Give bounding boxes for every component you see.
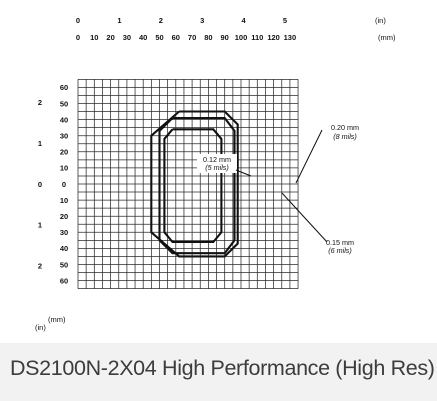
series-label-sub: (8 mils) xyxy=(333,132,357,141)
y-tick-in-label: 0 xyxy=(38,180,42,189)
y-tick-mm-label: 60 xyxy=(60,83,68,92)
x-tick-mm-label: 30 xyxy=(123,33,131,42)
x-tick-in-label: 2 xyxy=(159,16,163,25)
chart-panel: 0 1 2 3 4 5 (in) 0 10 20 30 40 50 60 70 80 90 100 110 120 13… xyxy=(0,0,437,343)
reading-diagram: 0 1 2 3 4 5 (in)0 10 20 30 40 50 60 70 80 90 100 110 120 13… xyxy=(35,16,396,332)
series-label-sub: (5 mils) xyxy=(205,163,229,172)
series-label: 0.20 mm xyxy=(331,123,359,132)
x-tick-mm-label: 10 xyxy=(90,33,98,42)
y-tick-mm-label: 0 xyxy=(62,180,66,189)
x-tick-mm-label: 130 xyxy=(284,33,297,42)
chart-title: DS2100N-2X04 High Performance (High Res) xyxy=(10,356,435,380)
x-tick-mm-label: 120 xyxy=(267,33,280,42)
series-leader-line xyxy=(281,192,328,243)
x-tick-in-label: 5 xyxy=(283,16,287,25)
x-tick-mm-label: 0 xyxy=(76,33,80,42)
series-label-background xyxy=(325,122,365,141)
series-outline-2 xyxy=(158,116,236,255)
series-label: 0.12 mm xyxy=(203,155,231,164)
y-tick-mm-label: 20 xyxy=(60,212,68,221)
y-tick-mm-label: 40 xyxy=(60,115,68,124)
x-tick-mm-label: 90 xyxy=(221,33,229,42)
series-label: 0.15 mm xyxy=(326,238,354,247)
series-outline-1 xyxy=(163,128,223,244)
x-tick-mm-label: 20 xyxy=(106,33,114,42)
y-tick-mm-label: 10 xyxy=(60,164,68,173)
series-leader-line xyxy=(295,129,323,184)
y-tick-mm-label: 30 xyxy=(60,132,68,141)
y-tick-in-label: 1 xyxy=(38,221,42,230)
y-unit-mm-label: (mm) xyxy=(48,315,66,324)
y-unit-in-label: (in) xyxy=(35,323,46,332)
y-tick-mm-label: 50 xyxy=(60,260,68,269)
series-label-sub: (6 mils) xyxy=(328,246,352,255)
series-label-background xyxy=(320,237,360,256)
x-unit-in-label: (in) xyxy=(375,16,386,25)
y-tick-in-label: 1 xyxy=(38,139,42,148)
series-leader-line xyxy=(235,169,252,177)
y-tick-mm-label: 30 xyxy=(60,228,68,237)
series-outline-3 xyxy=(150,110,239,258)
y-tick-mm-label: 50 xyxy=(60,99,68,108)
x-tick-mm-label: 110 xyxy=(251,33,263,42)
y-tick-in-label: 2 xyxy=(38,98,42,107)
x-tick-in-label: 1 xyxy=(117,16,121,25)
y-tick-in-label: 2 xyxy=(38,262,42,271)
series-label-background xyxy=(197,154,237,173)
y-tick-mm-label: 40 xyxy=(60,244,68,253)
x-tick-mm-label: 100 xyxy=(235,33,248,42)
y-tick-mm-label: 60 xyxy=(60,276,68,285)
y-tick-mm-label: 20 xyxy=(60,148,68,157)
x-tick-in-label: 0 xyxy=(76,16,80,25)
x-tick-mm-label: 40 xyxy=(139,33,147,42)
y-tick-mm-label: 10 xyxy=(60,196,68,205)
x-tick-mm-label: 60 xyxy=(172,33,180,42)
x-tick-in-label: 3 xyxy=(200,16,204,25)
x-tick-mm-label: 80 xyxy=(204,33,212,42)
x-tick-in-label: 4 xyxy=(242,16,247,25)
x-tick-mm-label: 50 xyxy=(155,33,163,42)
x-unit-mm-label: (mm) xyxy=(378,33,396,42)
x-tick-mm-label: 70 xyxy=(188,33,196,42)
